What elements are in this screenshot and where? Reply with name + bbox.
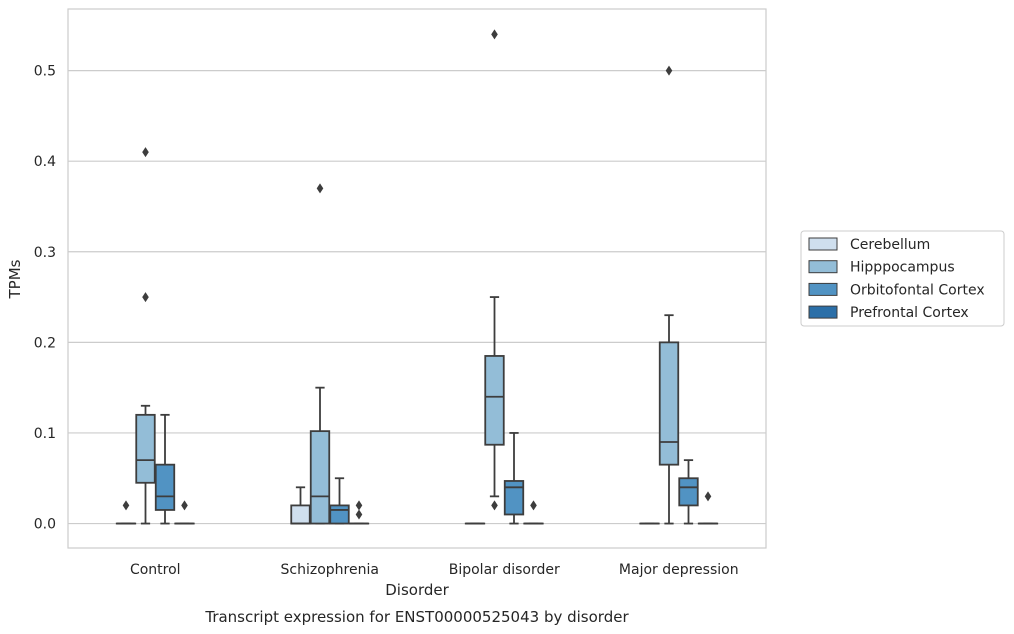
outlier-point xyxy=(355,509,363,520)
box-hipppocampus xyxy=(135,147,156,525)
outlier-point xyxy=(181,500,188,511)
box-orbitofontal-cortex xyxy=(678,459,699,525)
legend-swatch xyxy=(808,237,838,251)
chart-caption: Transcript expression for ENST0000052504… xyxy=(204,608,629,626)
x-axis-label: Disorder xyxy=(385,581,449,599)
outlier-point xyxy=(316,183,324,194)
box-iqr xyxy=(503,480,525,516)
box-iqr xyxy=(678,477,699,507)
outlier-point xyxy=(530,500,537,511)
box-series xyxy=(115,29,719,525)
plot-frame xyxy=(67,8,767,549)
legend-label: Hipppocampus xyxy=(850,260,955,276)
y-axis-label: TPMs xyxy=(6,259,24,299)
outlier-point xyxy=(491,500,498,511)
y-tick-labels: 0.0 0.1 0.2 0.3 0.4 0.5 xyxy=(34,64,56,533)
y-tick-label: 0.1 xyxy=(34,426,56,442)
box-orbitofontal-cortex xyxy=(503,432,525,525)
x-tick-label: Control xyxy=(130,562,181,578)
box-cerebellum xyxy=(290,486,311,525)
box-hipppocampus xyxy=(658,65,680,525)
box-iqr xyxy=(484,355,505,446)
outlier-point xyxy=(491,29,498,40)
legend-swatch xyxy=(808,260,838,274)
outlier-point xyxy=(355,500,363,511)
box-iqr xyxy=(290,504,311,525)
box-hipppocampus xyxy=(484,29,505,511)
y-tick-label: 0.2 xyxy=(34,335,56,351)
outlier-point xyxy=(142,147,149,158)
box-iqr xyxy=(154,463,176,511)
legend-label: Orbitofontal Cortex xyxy=(850,282,985,298)
box-prefrontal-cortex xyxy=(523,500,544,525)
outlier-point xyxy=(665,65,673,76)
legend-swatch xyxy=(808,282,838,296)
y-tick-label: 0.3 xyxy=(34,245,56,261)
box-iqr xyxy=(309,430,331,525)
box-prefrontal-cortex xyxy=(697,491,719,525)
x-tick-label: Bipolar disorder xyxy=(449,562,560,578)
y-tick-label: 0.5 xyxy=(34,64,56,80)
y-tick-label: 0.4 xyxy=(34,154,56,170)
legend-label: Cerebellum xyxy=(850,237,930,253)
legend: Cerebellum Hipppocampus Orbitofontal Corte… xyxy=(800,230,1005,327)
box-cerebellum xyxy=(115,500,137,525)
x-tick-label: Major depression xyxy=(619,562,739,578)
legend-label: Prefrontal Cortex xyxy=(850,305,969,321)
box-hipppocampus xyxy=(309,183,331,525)
y-tick-label: 0.0 xyxy=(34,517,56,533)
outlier-point xyxy=(122,500,130,511)
plot-area xyxy=(68,9,766,548)
outlier-point xyxy=(142,292,149,303)
legend-swatch xyxy=(808,305,838,319)
box-prefrontal-cortex xyxy=(348,500,370,525)
legend-frame xyxy=(800,230,1005,327)
box-iqr xyxy=(135,413,156,484)
box-orbitofontal-cortex xyxy=(329,477,350,525)
box-iqr xyxy=(329,504,350,525)
x-tick-labels: Control Schizophrenia Bipolar disorder Majo… xyxy=(130,562,739,578)
outlier-point xyxy=(704,491,712,502)
box-prefrontal-cortex xyxy=(174,500,195,525)
x-tick-label: Schizophrenia xyxy=(281,562,379,578)
box-orbitofontal-cortex xyxy=(154,413,176,525)
box-iqr xyxy=(658,341,680,466)
